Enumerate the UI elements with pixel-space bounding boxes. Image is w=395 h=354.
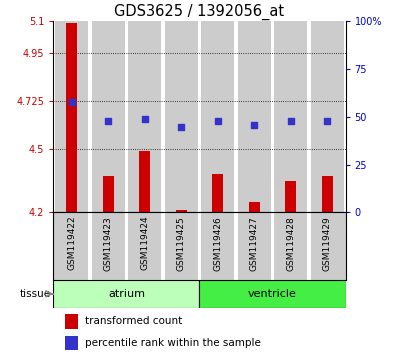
Text: ventricle: ventricle <box>248 289 297 299</box>
Text: GSM119426: GSM119426 <box>213 216 222 270</box>
Bar <box>307 212 311 280</box>
Bar <box>103 176 114 212</box>
Bar <box>322 176 333 212</box>
Bar <box>271 21 275 212</box>
Text: GSM119424: GSM119424 <box>140 216 149 270</box>
Bar <box>128 21 161 212</box>
Bar <box>198 212 201 280</box>
Bar <box>124 212 128 280</box>
Bar <box>176 210 187 212</box>
Bar <box>311 21 344 212</box>
Bar <box>198 21 201 212</box>
Bar <box>88 212 92 280</box>
Bar <box>88 21 92 212</box>
Point <box>214 118 221 124</box>
Bar <box>271 212 275 280</box>
Bar <box>65 314 78 329</box>
Title: GDS3625 / 1392056_at: GDS3625 / 1392056_at <box>115 4 284 20</box>
Bar <box>92 21 124 212</box>
Point <box>178 125 184 130</box>
Bar <box>275 21 307 212</box>
Point <box>324 118 331 124</box>
Point <box>105 118 111 124</box>
Bar <box>249 202 260 212</box>
Text: GSM119425: GSM119425 <box>177 216 186 270</box>
Text: percentile rank within the sample: percentile rank within the sample <box>85 338 261 348</box>
Bar <box>199 280 346 308</box>
Text: GSM119423: GSM119423 <box>103 216 113 270</box>
Text: tissue: tissue <box>19 289 51 299</box>
Point <box>68 99 75 105</box>
Bar <box>285 181 296 212</box>
Bar <box>234 21 238 212</box>
Bar <box>65 336 78 350</box>
Text: GSM119428: GSM119428 <box>286 216 295 270</box>
Text: GSM119422: GSM119422 <box>67 216 76 270</box>
Text: atrium: atrium <box>108 289 145 299</box>
Bar <box>161 21 165 212</box>
Text: GSM119429: GSM119429 <box>323 216 332 270</box>
Bar <box>212 174 223 212</box>
Bar <box>53 280 199 308</box>
Bar <box>55 21 88 212</box>
Bar <box>165 21 198 212</box>
Bar <box>234 212 238 280</box>
Bar <box>124 21 128 212</box>
Bar <box>161 212 165 280</box>
Bar <box>307 21 311 212</box>
Bar <box>139 151 150 212</box>
Point <box>288 118 294 124</box>
Bar <box>66 23 77 212</box>
Text: transformed count: transformed count <box>85 316 183 326</box>
Text: GSM119427: GSM119427 <box>250 216 259 270</box>
Point <box>141 116 148 122</box>
Bar <box>238 21 271 212</box>
Bar <box>201 21 234 212</box>
Point <box>251 122 258 128</box>
